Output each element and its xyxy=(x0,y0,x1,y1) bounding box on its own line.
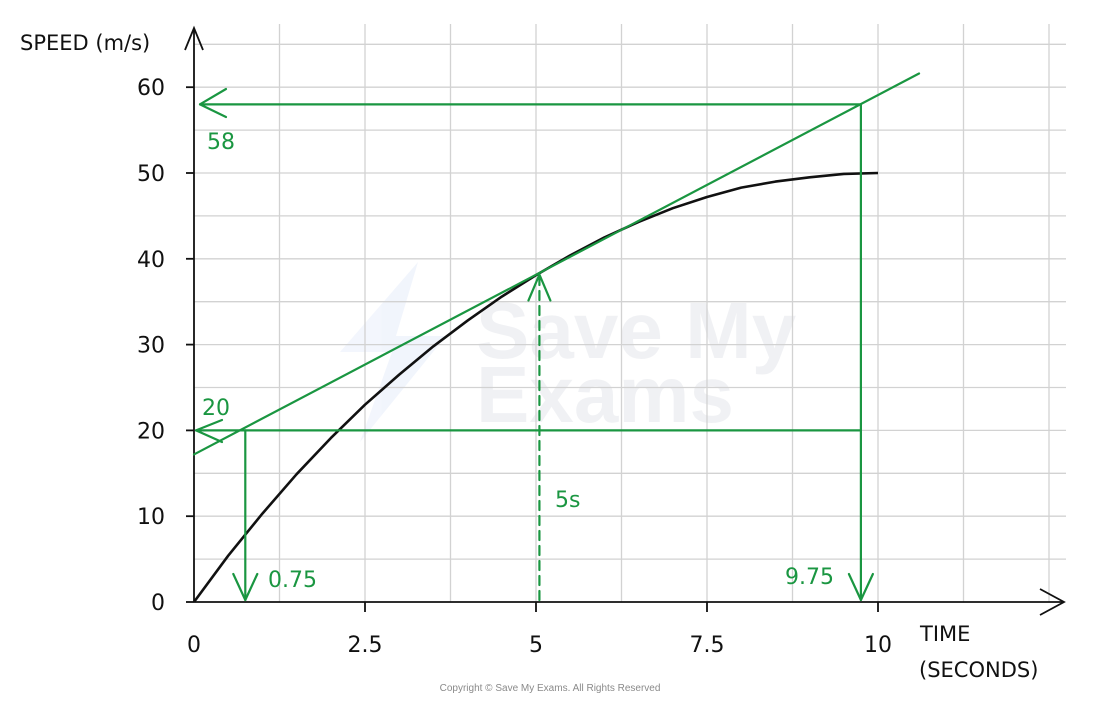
y-tick-label: 10 xyxy=(137,505,165,530)
y-tick-label: 60 xyxy=(137,76,165,101)
watermark-bolt-icon xyxy=(340,262,446,442)
x-axis-title-line1: TIME xyxy=(919,622,970,646)
arrowhead-9-75 xyxy=(847,572,875,602)
arrowhead-0-75 xyxy=(232,572,259,602)
arrowhead-58 xyxy=(198,87,228,119)
x-tick-label: 10 xyxy=(864,633,892,658)
annotation-58: 58 xyxy=(207,130,235,155)
y-tick-label: 0 xyxy=(151,591,165,616)
construction-lines xyxy=(192,72,921,602)
y-tick-label: 30 xyxy=(137,334,165,359)
tick-labels: 0 10 20 30 40 50 60 0 2.5 5 7.5 10 xyxy=(137,76,892,658)
tangent-line xyxy=(192,72,921,456)
x-tick-label: 5 xyxy=(529,633,543,658)
y-tick-label: 50 xyxy=(137,162,165,187)
x-tick-label: 7.5 xyxy=(690,633,725,658)
copyright-notice: Copyright © Save My Exams. All Rights Re… xyxy=(440,683,661,694)
y-tick-label: 40 xyxy=(137,248,165,273)
arrowhead-5s xyxy=(527,273,552,302)
x-axis-arrowhead xyxy=(1039,588,1066,616)
annotation-labels: 58 20 0.75 9.75 5s xyxy=(202,130,834,593)
annotation-5s: 5s xyxy=(555,488,580,513)
y-tick-label: 20 xyxy=(137,419,165,444)
grid-lines xyxy=(194,24,1066,602)
watermark-logo: Save My Exams xyxy=(340,262,797,442)
arrowhead-20 xyxy=(194,418,224,444)
y-axis-title: SPEED (m/s) xyxy=(20,31,150,55)
watermark-text-line2: Exams xyxy=(476,350,734,439)
axes xyxy=(184,25,1066,616)
x-tick-label: 0 xyxy=(187,633,201,658)
annotation-9-75: 9.75 xyxy=(785,565,834,590)
annotation-20: 20 xyxy=(202,396,230,421)
axis-titles: SPEED (m/s) TIME (SECONDS) xyxy=(20,31,1038,682)
annotation-0-75: 0.75 xyxy=(268,568,317,593)
x-axis-title-line2: (SECONDS) xyxy=(919,658,1038,682)
y-axis-arrowhead xyxy=(184,25,204,51)
x-tick-label: 2.5 xyxy=(348,633,383,658)
